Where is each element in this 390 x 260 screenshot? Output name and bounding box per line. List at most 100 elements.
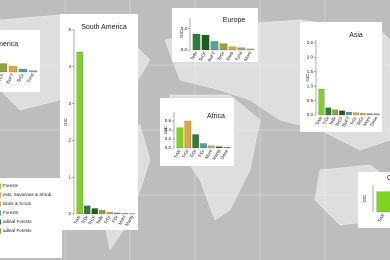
x-tick-label: TeGr [16,72,25,83]
bar [200,143,207,149]
x-tick-label: TrGr [181,148,190,159]
y-axis-label: GtC [63,117,68,126]
y-tick-label: 2.5 [307,40,314,45]
legend-swatch [0,183,1,189]
bar [0,63,8,73]
y-axis-label: GtC [163,125,168,134]
bar [237,47,246,51]
legend-swatch [0,192,1,198]
legend-swatch [0,228,1,234]
x-tick-label: TrGr [349,115,358,126]
bar [219,43,228,51]
inset-box [0,30,40,92]
inset-chart: South America GtC 0 1 2 3 4 5 TrMrTrDrTrCFTeBrTr… [60,14,138,230]
y-tick-label: 0.0 [181,47,188,52]
x-tick-label: FGr [197,148,205,158]
x-tick-label: FGr [111,214,119,224]
bar [192,33,201,51]
x-tick-label: BoFT [207,50,217,62]
x-tick-label: TrMr [73,214,82,225]
bar [201,34,210,51]
bar [76,51,83,215]
legend-text: Forests [3,183,19,188]
x-tick-label: Tund [26,72,36,84]
y-tick-label: 0.2 [181,26,188,31]
y-axis-label: GtC [305,73,310,82]
x-tick-label: TeCF [0,72,5,84]
legend-text: lands & Scrub [3,201,32,206]
bar [366,113,373,116]
y-tick-label: 2.0 [307,54,314,59]
bar [176,127,184,149]
y-tick-label: 4 [68,64,71,69]
chart-title: Africa [207,113,225,120]
inset-chart: Asia GtC 0.0 0.5 1.0 1.5 2.0 2.5 TrMrTrDrTeBrTeC… [300,22,382,132]
inset-box [60,14,138,230]
y-tick-label: 0.5 [307,98,314,103]
bar [106,212,113,215]
bar [114,212,121,215]
x-tick-label: Medi [225,51,234,62]
x-tick-label: TeGr [216,50,225,61]
chart-title: Asia [349,32,363,39]
bar [325,107,332,116]
bar [99,210,106,215]
inset-chart: OceaniaGtCTrMrTeBr [358,172,390,228]
bar [215,146,223,149]
x-tick-label: Mont [204,148,214,160]
x-tick-label: Dese [369,115,379,127]
x-tick-label: Mang [211,148,221,161]
bar [121,213,128,215]
bar [18,69,28,73]
inset-box [172,8,258,62]
bar [353,112,359,116]
legend-text: adleaf Forests [3,219,32,224]
y-tick-label: 3 [68,101,71,106]
bar [208,145,215,149]
x-tick-label: Mont [362,115,372,127]
bar [346,112,352,116]
bar [376,191,390,213]
y-tick-label: 0 [68,211,71,216]
legend-swatch [0,219,1,225]
x-tick-label: TeBr [189,50,198,61]
y-tick-label: 1 [68,174,71,179]
x-tick-label: TrMr [377,212,386,223]
bar [246,48,255,51]
legend-text: adleaf Forests [3,228,32,233]
y-tick-label: 1.5 [307,69,314,74]
x-tick-label: TeCF [334,115,344,127]
x-tick-label: Mang [124,214,134,227]
bar [184,120,192,149]
bar [318,88,325,116]
legend-swatch [0,201,1,207]
x-tick-label: Dese [219,148,229,160]
x-tick-label: TeBr [95,214,104,225]
y-tick-label: 0.2 [165,136,172,141]
chart-title: Oceania [387,175,390,182]
legend-text: Forests [3,210,19,215]
insets: North AmericaGtC0.00.2TrMrTeBrTeCFBoFTTe… [0,8,390,230]
x-tick-label: TrDr [80,214,89,225]
y-tick-label: 0.0 [307,112,314,117]
bar [339,110,345,116]
y-axis-label: GtC [362,194,367,203]
y-tick-label: 2 [68,138,71,143]
bar [373,113,380,116]
bar [359,113,366,116]
inset-box [160,98,234,166]
chart-title: Europe [223,17,246,24]
bar [332,109,339,116]
legend-swatch [0,210,1,216]
y-tick-label: 0.4 [165,127,172,132]
x-tick-label: TrDr [321,115,330,126]
x-tick-label: Mont [243,50,253,62]
x-tick-label: TrMr [314,115,323,126]
x-tick-label: TeCF [198,50,208,62]
bar [28,70,38,73]
y-tick-label: 5 [68,27,71,32]
bar [91,208,98,215]
y-axis-label: GtC [179,29,184,38]
